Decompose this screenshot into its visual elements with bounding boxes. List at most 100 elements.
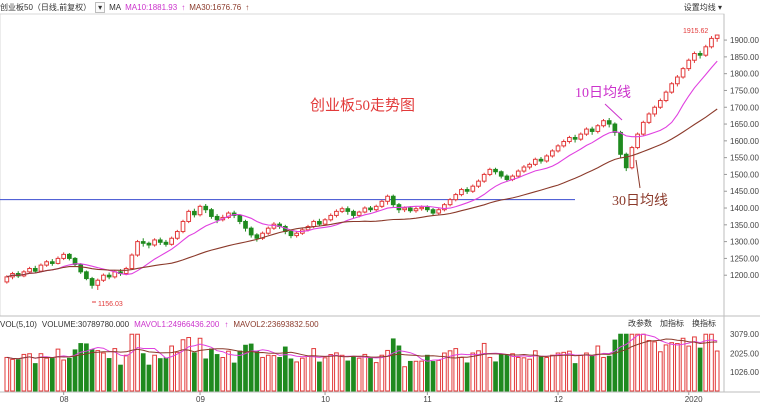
volume-bar xyxy=(527,358,532,392)
candle xyxy=(135,241,140,256)
candle xyxy=(101,274,106,281)
volume-bar xyxy=(294,361,299,392)
volume-bar xyxy=(220,357,226,392)
volume-bar xyxy=(10,358,15,392)
volume-bar xyxy=(464,362,470,392)
volume-bar xyxy=(612,339,618,392)
candle xyxy=(521,166,527,172)
candle xyxy=(106,274,112,278)
candle xyxy=(157,239,163,243)
volume-bar xyxy=(493,361,498,392)
candle xyxy=(493,168,498,173)
volume-bar xyxy=(589,354,595,392)
volume-bar xyxy=(578,354,584,392)
candle xyxy=(339,208,345,212)
candle xyxy=(72,257,78,265)
candle xyxy=(425,206,430,211)
candle xyxy=(4,276,10,283)
volume-bar xyxy=(601,356,606,392)
volume-bar xyxy=(709,333,714,392)
volume-bar xyxy=(652,341,657,392)
change-indicator-button[interactable]: 换指标 xyxy=(692,319,716,328)
indicator-menu-button[interactable]: ▾ xyxy=(95,1,106,13)
candle xyxy=(294,232,299,237)
candle xyxy=(544,155,550,162)
volume-bar xyxy=(686,345,692,392)
candle xyxy=(470,185,476,192)
volume-bar xyxy=(623,333,629,392)
candle xyxy=(89,278,95,286)
y-tick-label: 1750.00 xyxy=(730,86,759,95)
volume-bar xyxy=(453,348,459,392)
volume-bar xyxy=(521,357,527,392)
ma-settings-button[interactable]: 设置均线 ▾ xyxy=(683,3,722,12)
x-tick-label: 11 xyxy=(423,395,432,404)
volume-bar xyxy=(299,357,305,392)
candle xyxy=(442,204,447,211)
volume-bar xyxy=(146,364,152,392)
volume-bar xyxy=(692,336,697,392)
volume-bar xyxy=(714,350,720,392)
ma10-line xyxy=(6,60,718,278)
candle xyxy=(214,215,220,221)
volume-bar xyxy=(123,354,129,392)
volume-bar xyxy=(95,350,101,392)
volume-bar xyxy=(78,343,84,392)
volume-bar xyxy=(55,348,61,392)
volume-bar xyxy=(555,352,561,392)
volume-bar xyxy=(407,360,413,392)
candle xyxy=(78,263,84,273)
volume-bar xyxy=(447,350,453,392)
candle xyxy=(186,210,192,222)
volume-bar xyxy=(265,354,271,392)
volume-tick-label: 3079.00 xyxy=(730,330,759,339)
candle xyxy=(362,207,368,213)
volume-bar xyxy=(38,353,44,392)
candle xyxy=(686,59,692,70)
candle xyxy=(305,226,311,231)
candle xyxy=(260,232,265,239)
y-tick-label: 1650.00 xyxy=(730,120,759,129)
candle xyxy=(453,194,459,201)
volume-bar xyxy=(271,355,277,392)
candle xyxy=(27,267,32,273)
edit-params-button[interactable]: 改参数 xyxy=(628,319,652,328)
candle xyxy=(561,141,567,147)
volume-bar xyxy=(226,350,231,392)
candle xyxy=(248,227,254,236)
candle xyxy=(390,195,396,206)
candle xyxy=(714,34,720,39)
candle xyxy=(385,195,390,202)
candle xyxy=(237,214,243,222)
candle xyxy=(436,209,442,214)
volume-bar xyxy=(379,354,385,392)
y-tick-label: 1850.00 xyxy=(730,53,759,62)
volume-bar xyxy=(356,357,362,392)
y-tick-label: 1200.00 xyxy=(730,271,759,280)
volume-bar xyxy=(595,345,601,392)
candle xyxy=(419,206,425,210)
volume-bar xyxy=(629,333,635,392)
candle xyxy=(311,220,317,227)
ma30-value: MA30:1676.76 xyxy=(189,2,242,12)
ma10-annotation-pointer xyxy=(604,103,623,121)
volume-bar xyxy=(209,348,214,392)
volume-bar xyxy=(118,364,123,392)
volume-bar xyxy=(402,366,407,392)
volume-bar xyxy=(84,343,89,392)
candle xyxy=(38,264,44,272)
high-price-label: 1915.62 xyxy=(683,28,708,35)
candle xyxy=(146,242,152,246)
candle xyxy=(595,125,601,132)
candle xyxy=(402,207,407,211)
add-indicator-button[interactable]: 加指标 xyxy=(660,319,684,328)
candle xyxy=(692,53,697,61)
volume-bar xyxy=(584,352,589,392)
candle xyxy=(618,131,623,155)
volume-bar xyxy=(396,345,402,392)
candle xyxy=(95,279,101,286)
candle xyxy=(703,46,709,56)
candle xyxy=(464,189,470,192)
candle xyxy=(322,219,328,225)
